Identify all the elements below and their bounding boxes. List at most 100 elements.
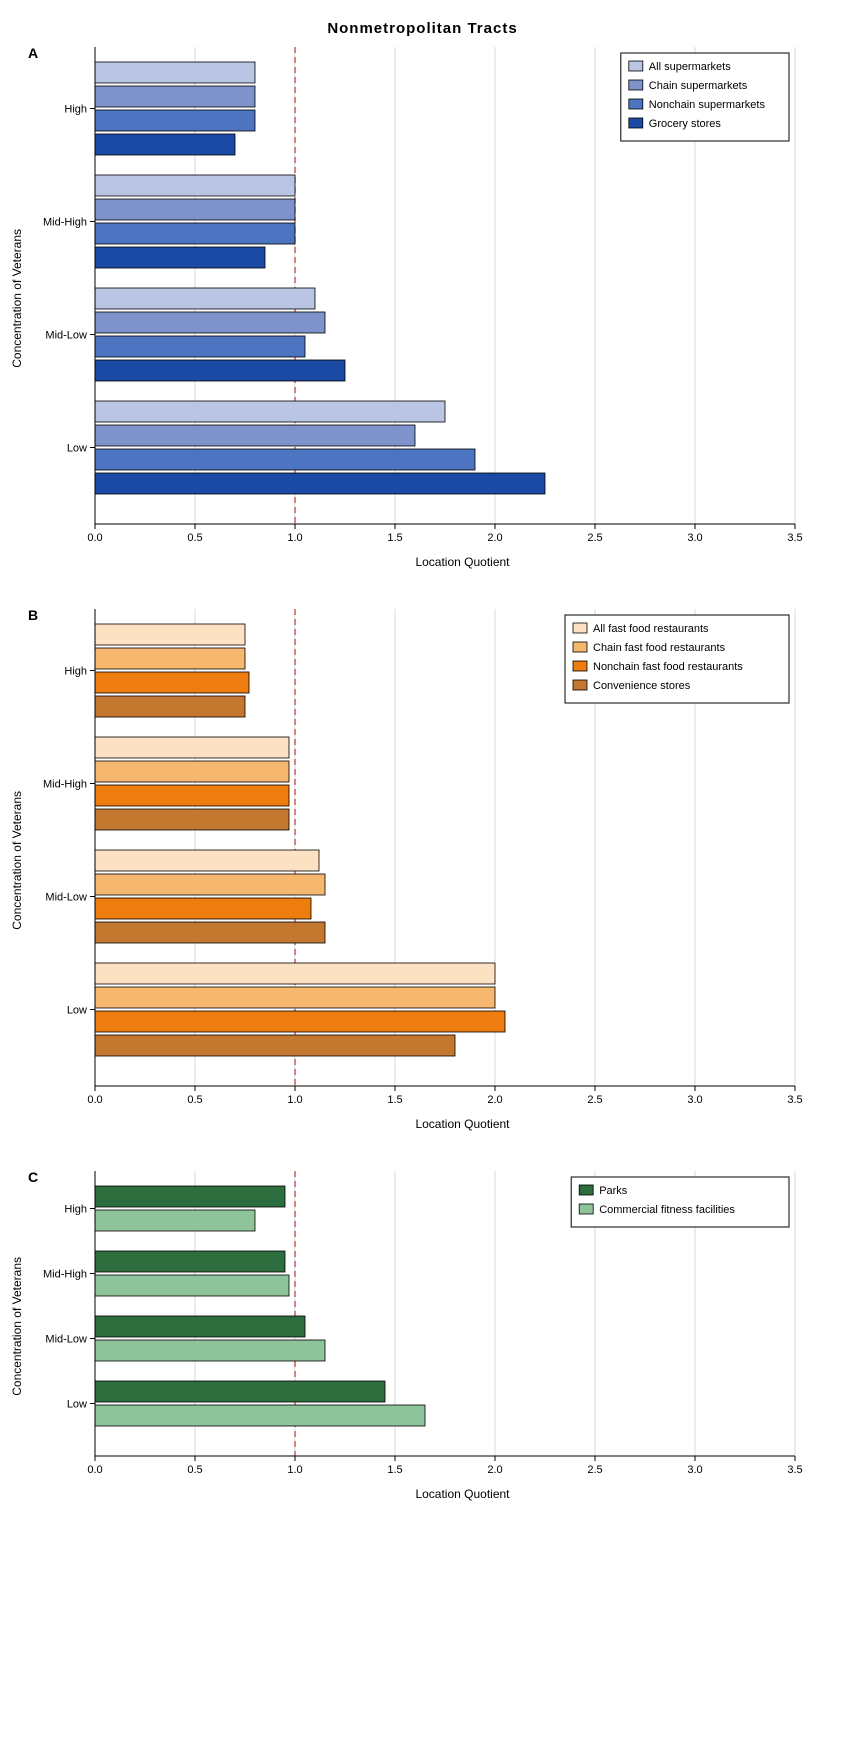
bar — [95, 785, 289, 806]
panel-C: C Concentration of Veterans 0.00.51.01.5… — [10, 1171, 835, 1501]
bar — [95, 473, 545, 494]
bar — [95, 1011, 505, 1032]
chart-wrap: Concentration of Veterans 0.00.51.01.52.… — [10, 1171, 835, 1481]
bar — [95, 1251, 285, 1272]
legend-swatch — [629, 61, 643, 71]
xtick-label: 2.0 — [487, 532, 502, 544]
bar — [95, 134, 235, 155]
panel-letter: B — [28, 607, 38, 623]
bar — [95, 648, 245, 669]
panel-letter: A — [28, 45, 38, 61]
ytick-label: High — [64, 104, 87, 116]
legend-swatch — [629, 80, 643, 90]
xtick-label: 2.5 — [587, 532, 602, 544]
panel-C-svg: 0.00.51.01.52.02.53.03.5HighMid-HighMid-… — [30, 1171, 815, 1481]
xtick-label: 3.5 — [787, 1464, 802, 1476]
legend-label: Nonchain fast food restaurants — [593, 661, 743, 673]
legend-label: Parks — [599, 1185, 628, 1197]
bar — [95, 425, 415, 446]
ytick-label: Low — [67, 1005, 87, 1017]
legend-swatch — [573, 680, 587, 690]
ytick-label: Mid-Low — [45, 892, 87, 904]
xtick-label: 3.0 — [687, 532, 702, 544]
ytick-label: Low — [67, 443, 87, 455]
xtick-label: 0.5 — [187, 1464, 202, 1476]
ytick-label: Mid-Low — [45, 1334, 87, 1346]
bar — [95, 624, 245, 645]
bar — [95, 737, 289, 758]
legend-label: Chain fast food restaurants — [593, 642, 726, 654]
bar — [95, 761, 289, 782]
bar — [95, 247, 265, 268]
xtick-label: 3.0 — [687, 1094, 702, 1106]
legend-label: All supermarkets — [649, 61, 731, 73]
bar — [95, 86, 255, 107]
xtick-label: 2.5 — [587, 1464, 602, 1476]
panel-letter: C — [28, 1169, 38, 1185]
panel-A-svg: 0.00.51.01.52.02.53.03.5HighMid-HighMid-… — [30, 47, 815, 549]
bar — [95, 199, 295, 220]
figure-title: Nonmetropolitan Tracts — [10, 20, 835, 37]
bar — [95, 1381, 385, 1402]
legend-swatch — [579, 1185, 593, 1195]
chart-wrap: Concentration of Veterans 0.00.51.01.52.… — [10, 609, 835, 1111]
bar — [95, 1186, 285, 1207]
panel-B: B Concentration of Veterans 0.00.51.01.5… — [10, 609, 835, 1131]
xtick-label: 1.0 — [287, 1464, 302, 1476]
panels-container: A Concentration of Veterans 0.0 0.5 1.0 1.5… — [10, 47, 835, 1501]
bar — [95, 1340, 325, 1361]
bar — [95, 312, 325, 333]
xtick-label: 0.0 — [87, 532, 102, 544]
bar — [95, 1405, 425, 1426]
xtick-label: 1.0 — [287, 1094, 302, 1106]
xtick-label: 1.5 — [387, 1094, 402, 1106]
bar — [95, 1210, 255, 1231]
bar — [95, 809, 289, 830]
xtick-label: 2.0 — [487, 1464, 502, 1476]
bar — [95, 1275, 289, 1296]
xtick-label: 2.5 — [587, 1094, 602, 1106]
bar — [95, 401, 445, 422]
bar — [95, 223, 295, 244]
legend-swatch — [629, 99, 643, 109]
bar — [95, 449, 475, 470]
xtick-label: 3.0 — [687, 1464, 702, 1476]
y-axis-label: Concentration of Veterans — [10, 791, 24, 930]
bar — [95, 110, 255, 131]
x-axis-label: Location Quotient — [90, 1487, 835, 1501]
bar — [95, 898, 311, 919]
bar — [95, 175, 295, 196]
panel-B-svg: 0.00.51.01.52.02.53.03.5HighMid-HighMid-… — [30, 609, 815, 1111]
x-axis-label: Location Quotient — [90, 1117, 835, 1131]
bar — [95, 987, 495, 1008]
bar — [95, 336, 305, 357]
bar — [95, 288, 315, 309]
ytick-label: Mid-Low — [45, 330, 87, 342]
legend-swatch — [573, 642, 587, 652]
legend-label: Convenience stores — [593, 680, 691, 692]
bar — [95, 922, 325, 943]
xtick-label: 0.5 — [187, 1094, 202, 1106]
xtick-label: 1.0 — [287, 532, 302, 544]
legend-label: All fast food restaurants — [593, 623, 709, 635]
legend-label: Nonchain supermarkets — [649, 99, 766, 111]
legend-swatch — [573, 623, 587, 633]
bar — [95, 1035, 455, 1056]
xtick-label: 3.5 — [787, 1094, 802, 1106]
xtick-label: 1.5 — [387, 532, 402, 544]
ytick-label: Mid-High — [43, 1269, 87, 1281]
panel-A: A Concentration of Veterans 0.00.51.01.5… — [10, 47, 835, 569]
bar — [95, 672, 249, 693]
xtick-label: 0.5 — [187, 532, 202, 544]
bar — [95, 1316, 305, 1337]
ytick-label: High — [64, 666, 87, 678]
legend-label: Chain supermarkets — [649, 80, 748, 92]
legend-label: Grocery stores — [649, 118, 722, 130]
legend-swatch — [629, 118, 643, 128]
ytick-label: Low — [67, 1399, 87, 1411]
legend-label: Commercial fitness facilities — [599, 1204, 735, 1216]
xtick-label: 3.5 — [787, 532, 802, 544]
bar — [95, 62, 255, 83]
x-axis-label: Location Quotient — [90, 555, 835, 569]
xtick-label: 0.0 — [87, 1464, 102, 1476]
